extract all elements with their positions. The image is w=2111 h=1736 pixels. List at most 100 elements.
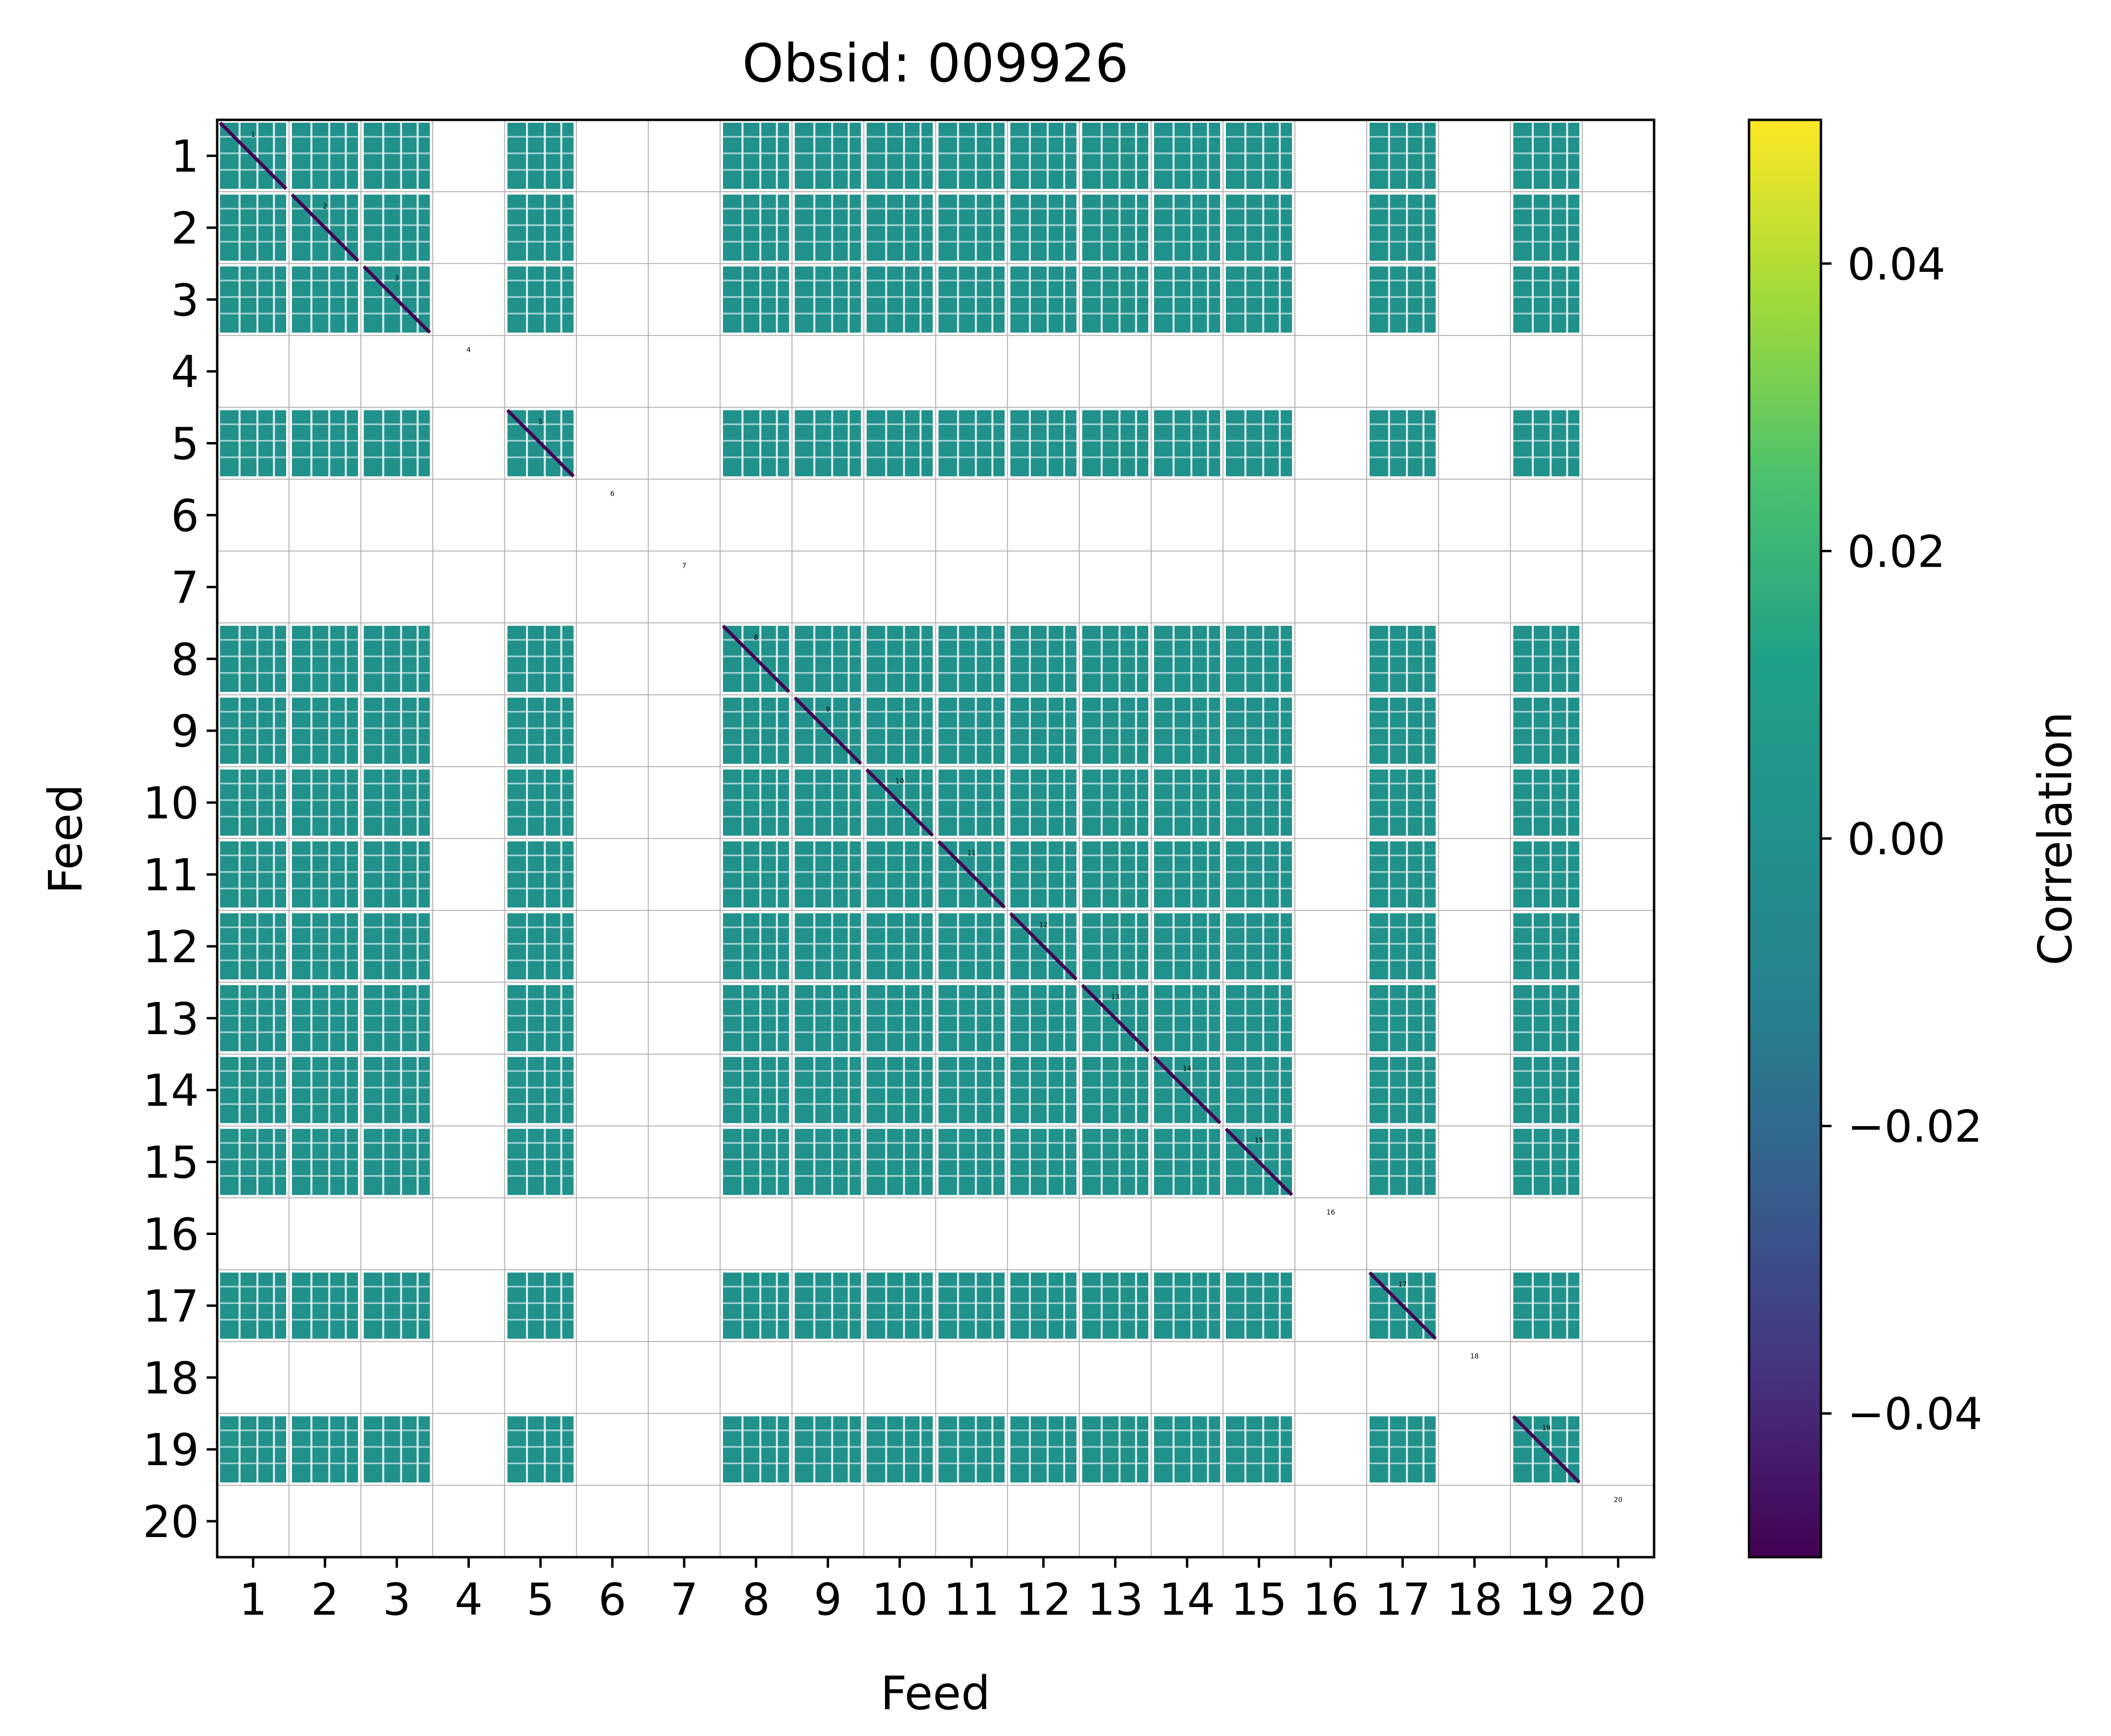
y-tick-label: 14: [143, 1065, 199, 1117]
x-tick-label: 3: [383, 1574, 411, 1625]
x-axis-ticks: 1 2 3 4 5 6 7 8 9 10 11 12 13 14 15 16 17 18 19 20: [239, 1557, 1646, 1625]
heatmap-block: [1225, 769, 1292, 836]
x-tick-label: 9: [814, 1574, 842, 1625]
colorbar-tick-label: 0.00: [1847, 814, 1946, 865]
y-tick-label: 8: [171, 634, 199, 685]
heatmap-block: [1225, 1057, 1292, 1123]
heatmap-block: [794, 1129, 861, 1195]
heatmap-block: [507, 913, 574, 979]
heatmap-block: [292, 1272, 358, 1339]
heatmap-block: [292, 841, 358, 908]
x-tick-label: 4: [455, 1574, 483, 1625]
heatmap-block: [1010, 769, 1077, 836]
heatmap-block: [866, 266, 933, 333]
feed-gridlines: [217, 120, 1654, 1557]
y-axis-label: Feed: [39, 784, 93, 894]
heatmap-block: [292, 410, 358, 477]
heatmap-block: [1010, 266, 1077, 333]
heatmap-block: [1225, 913, 1292, 979]
heatmap-block: [1513, 122, 1580, 189]
diagonal-feed-label: 8: [754, 634, 758, 641]
heatmap-block: [292, 1416, 358, 1483]
heatmap-block: [1082, 841, 1149, 908]
heatmap-block: [1369, 1416, 1436, 1483]
heatmap-block: [292, 698, 358, 764]
diagonal-feed-label: 19: [1542, 1424, 1551, 1432]
heatmap-block: [866, 1416, 933, 1483]
diagonal-feed-label: 12: [1039, 921, 1048, 929]
heatmap-block: [938, 769, 1005, 836]
heatmap-block: [1513, 1272, 1580, 1339]
heatmap-block: [866, 1272, 933, 1339]
diagonal-feed-label: 1: [251, 131, 255, 139]
heatmap-block: [1513, 410, 1580, 477]
heatmap-block: [292, 266, 358, 333]
diagonal-segment: [1225, 1128, 1294, 1196]
diagonal-segment: [1368, 1271, 1437, 1340]
heatmap-block: [220, 769, 286, 836]
diagonal-feed-label: 16: [1327, 1209, 1335, 1217]
heatmap-block: [1082, 1057, 1149, 1123]
heatmap-block: [938, 985, 1005, 1051]
diagonal-feed-label: 11: [968, 850, 976, 857]
heatmap-block: [866, 626, 933, 692]
heatmap-block: [1154, 194, 1220, 261]
colorbar-label: Correlation: [2029, 711, 2082, 965]
diagonal-segment: [722, 624, 791, 693]
heatmap-block: [363, 410, 430, 477]
y-tick-label: 6: [171, 490, 199, 541]
heatmap-block: [938, 1057, 1005, 1123]
heatmap-block: [723, 1129, 789, 1195]
heatmap-block: [938, 410, 1005, 477]
y-tick-label: 1: [171, 131, 199, 182]
heatmap-block: [1369, 626, 1436, 692]
x-tick-label: 1: [239, 1574, 268, 1625]
heatmap-block: [363, 913, 430, 979]
heatmap-block: [938, 266, 1005, 333]
y-tick-label: 15: [143, 1137, 199, 1188]
heatmap-block: [1225, 410, 1292, 477]
diagonal-segment: [1009, 912, 1078, 981]
heatmap-block: [1369, 410, 1436, 477]
colorbar-ticks: 0.04 0.02 0.00 −0.02 −0.04: [1821, 239, 1983, 1440]
y-tick-label: 7: [171, 562, 199, 613]
heatmap-block: [292, 985, 358, 1051]
heatmap-block: [938, 1272, 1005, 1339]
x-tick-label: 19: [1518, 1574, 1575, 1625]
y-tick-label: 10: [143, 778, 199, 829]
diagonal-feed-label: 7: [682, 562, 687, 570]
x-tick-label: 7: [670, 1574, 699, 1625]
heatmap-block: [220, 1057, 286, 1123]
heatmap-block: [1154, 1416, 1220, 1483]
heatmap-block: [507, 194, 574, 261]
diagonal-feed-label: 13: [1111, 993, 1120, 1001]
x-axis-label: Feed: [880, 1666, 990, 1720]
heatmap-block: [1154, 410, 1220, 477]
heatmap-block: [1513, 194, 1580, 261]
heatmap-block: [292, 769, 358, 836]
heatmap-block: [1513, 1129, 1580, 1195]
colorbar-tick-label: 0.04: [1847, 239, 1946, 290]
diagonal-feed-label: 5: [538, 419, 543, 426]
heatmap-block: [723, 841, 789, 908]
heatmap-block: [1154, 841, 1220, 908]
heatmap-block: [723, 122, 789, 189]
heatmap-block: [507, 1272, 574, 1339]
heatmap-block: [220, 1416, 286, 1483]
heatmap-block: [794, 194, 861, 261]
heatmap-block: [1010, 1416, 1077, 1483]
heatmap-block: [220, 266, 286, 333]
heatmap-block: [866, 841, 933, 908]
heatmap-block: [363, 1129, 430, 1195]
heatmap-block: [723, 194, 789, 261]
heatmap-block: [794, 266, 861, 333]
heatmap-block: [723, 769, 789, 836]
heatmap-block: [1082, 266, 1149, 333]
heatmap-block: [1369, 769, 1436, 836]
heatmap-block: [1154, 913, 1220, 979]
heatmap-block: [1010, 626, 1077, 692]
heatmap-block: [292, 626, 358, 692]
heatmap-block: [794, 985, 861, 1051]
heatmap-block: [1225, 985, 1292, 1051]
